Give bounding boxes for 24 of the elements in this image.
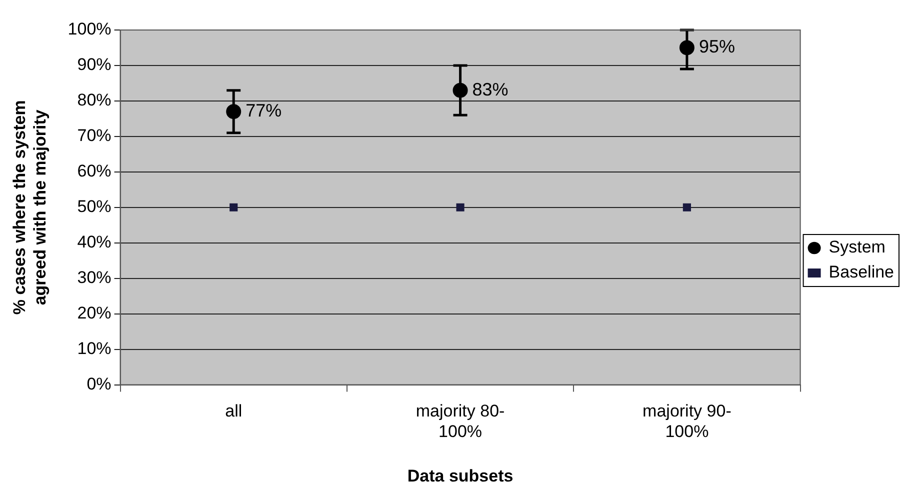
y-tick-label: 50% xyxy=(77,197,112,216)
y-tick-label: 0% xyxy=(86,374,112,394)
y-tick-label: 10% xyxy=(77,339,112,358)
legend-label: System xyxy=(828,238,886,257)
data-label: 95% xyxy=(698,36,735,57)
x-tick-label: majority 80-100% xyxy=(416,402,505,442)
y-tick-label: 100% xyxy=(68,20,112,39)
y-tick-label: 80% xyxy=(77,90,112,110)
y-tick-label: 20% xyxy=(77,304,112,323)
y-tick-label: 90% xyxy=(77,55,112,74)
y-tick-label: 40% xyxy=(77,232,112,252)
y-axis-title: % cases where the system agreed with the majority xyxy=(10,100,50,315)
y-tick-label: 70% xyxy=(77,126,112,146)
point xyxy=(230,203,238,212)
data-label: 83% xyxy=(472,79,508,100)
x-axis-title: Data subsets xyxy=(407,466,514,486)
x-tick-label: all xyxy=(225,402,242,421)
point xyxy=(456,203,464,212)
y-tick-label: 30% xyxy=(77,268,112,288)
data-label: 77% xyxy=(246,100,282,121)
y-tick-label: 60% xyxy=(77,162,112,181)
x-tick-label: majority 90-100% xyxy=(642,402,732,442)
legend-label: Baseline xyxy=(828,262,894,282)
point xyxy=(682,203,691,212)
